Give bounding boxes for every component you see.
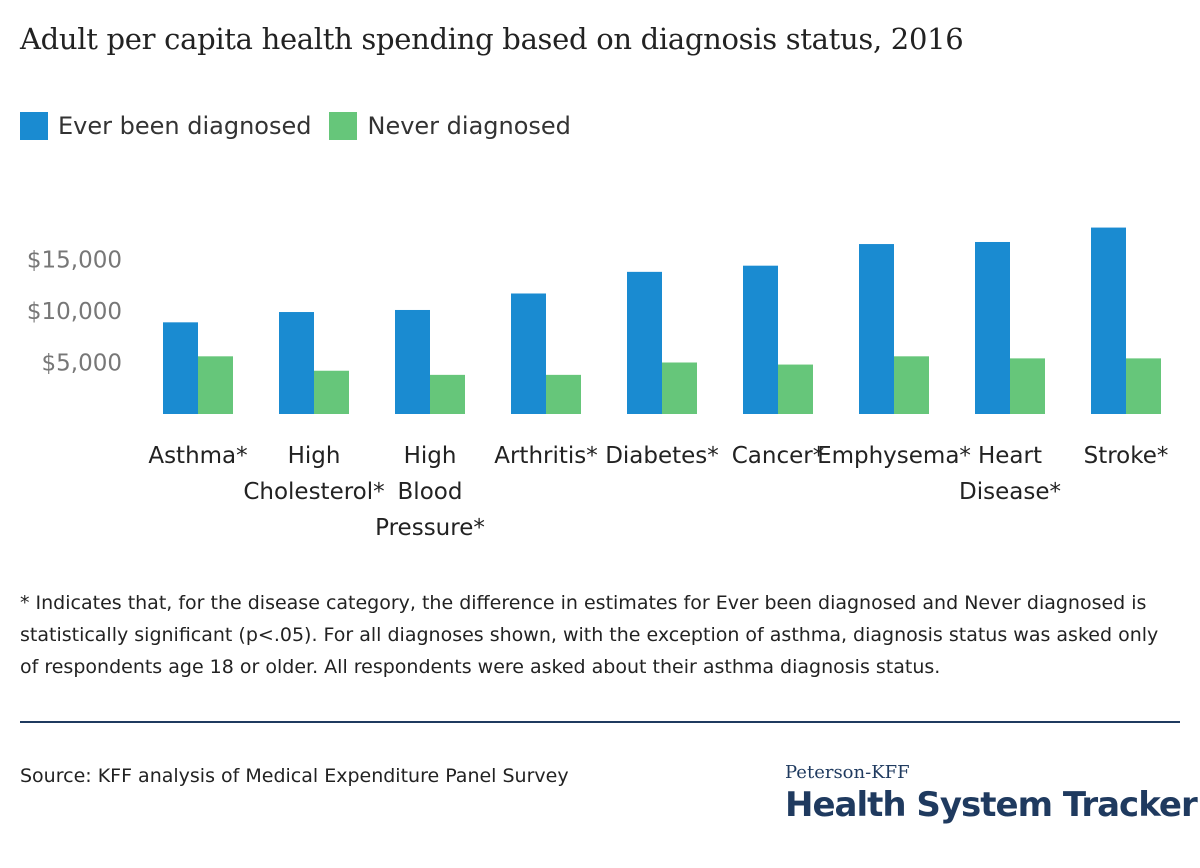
bar-never-diagnosed xyxy=(778,364,813,414)
bar-ever-diagnosed xyxy=(279,312,314,414)
brand-logo-top: Peterson-KFF xyxy=(785,762,910,783)
bar-ever-diagnosed xyxy=(163,322,198,414)
legend-item-never-diagnosed: Never diagnosed xyxy=(329,112,571,140)
x-tick-label: High Blood Pressure* xyxy=(375,443,485,541)
bar-ever-diagnosed xyxy=(859,244,894,414)
footnote: * Indicates that, for the disease catego… xyxy=(20,592,1159,678)
bar-ever-diagnosed xyxy=(511,293,546,414)
x-tick-label: Diabetes* xyxy=(605,443,719,469)
bar-never-diagnosed xyxy=(1126,358,1161,414)
source-note: Source: KFF analysis of Medical Expendit… xyxy=(20,765,569,787)
x-tick-label: Emphysema* xyxy=(817,443,971,469)
brand-logo: Peterson-KFF Health System Tracker xyxy=(785,762,1198,825)
chart-legend: Ever been diagnosed Never diagnosed xyxy=(20,112,589,140)
bar-ever-diagnosed xyxy=(627,271,662,414)
x-tick-label: Asthma* xyxy=(148,443,247,469)
bar-never-diagnosed xyxy=(430,374,465,414)
y-tick-label: $15,000 xyxy=(27,248,122,274)
bar-ever-diagnosed xyxy=(1091,227,1126,414)
bar-ever-diagnosed xyxy=(743,265,778,414)
bar-never-diagnosed xyxy=(894,356,929,414)
brand-logo-main: Health System Tracker xyxy=(785,785,1198,825)
bar-ever-diagnosed xyxy=(975,241,1010,414)
legend-swatch-ever-diagnosed xyxy=(20,112,48,140)
legend-item-ever-diagnosed: Ever been diagnosed xyxy=(20,112,311,140)
bar-never-diagnosed xyxy=(546,374,581,414)
x-tick-label: Arthritis* xyxy=(494,443,598,469)
x-tick-label: Cancer* xyxy=(732,443,824,469)
y-tick-label: $5,000 xyxy=(42,351,122,377)
bar-chart: $5,000 $10,000 $15,000 Asthma* High Cholester… xyxy=(27,227,1169,541)
bar-never-diagnosed xyxy=(662,362,697,414)
bar-never-diagnosed xyxy=(1010,358,1045,414)
divider-line xyxy=(20,721,1180,723)
legend-swatch-never-diagnosed xyxy=(329,112,358,140)
chart-title: Adult per capita health spending based o… xyxy=(20,22,964,56)
bar-ever-diagnosed xyxy=(395,309,430,414)
bar-never-diagnosed xyxy=(198,356,233,414)
legend-label-never-diagnosed: Never diagnosed xyxy=(367,112,571,140)
legend-label-ever-diagnosed: Ever been diagnosed xyxy=(58,112,312,140)
x-tick-label: Heart Disease* xyxy=(959,443,1061,505)
y-tick-label: $10,000 xyxy=(27,299,122,325)
x-tick-label: Stroke* xyxy=(1084,443,1169,469)
bar-never-diagnosed xyxy=(314,370,349,414)
x-tick-label: High Cholesterol* xyxy=(243,443,384,505)
